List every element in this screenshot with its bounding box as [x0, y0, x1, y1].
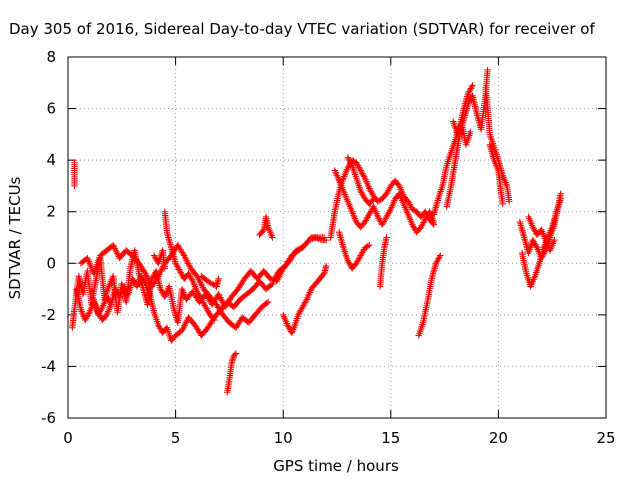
y-tick-label: -2 [41, 306, 56, 324]
x-axis-label: GPS time / hours [273, 457, 399, 475]
chart-title: Day 305 of 2016, Sidereal Day-to-day VTE… [9, 20, 595, 38]
x-tick-label: 20 [489, 429, 508, 447]
y-tick-label: -6 [41, 409, 56, 427]
data-points [69, 66, 564, 396]
y-axis-label: SDTVAR / TECUs [6, 176, 24, 299]
axis-ticks: 0 5 10 15 20 25 -6 -4 -2 0 2 4 6 8 [41, 48, 616, 447]
y-tick-label: -4 [41, 357, 56, 375]
x-tick-label: 0 [63, 429, 73, 447]
x-tick-label: 25 [596, 429, 615, 447]
x-tick-label: 15 [381, 429, 400, 447]
x-tick-label: 5 [171, 429, 181, 447]
y-tick-label: 8 [46, 48, 56, 66]
y-tick-label: 4 [46, 151, 56, 169]
plot-frame [67, 56, 607, 419]
y-tick-label: 2 [46, 203, 56, 221]
scatter-markers [69, 66, 564, 396]
y-tick-label: 6 [46, 100, 56, 118]
x-tick-label: 10 [274, 429, 293, 447]
y-tick-label: 0 [46, 254, 56, 272]
